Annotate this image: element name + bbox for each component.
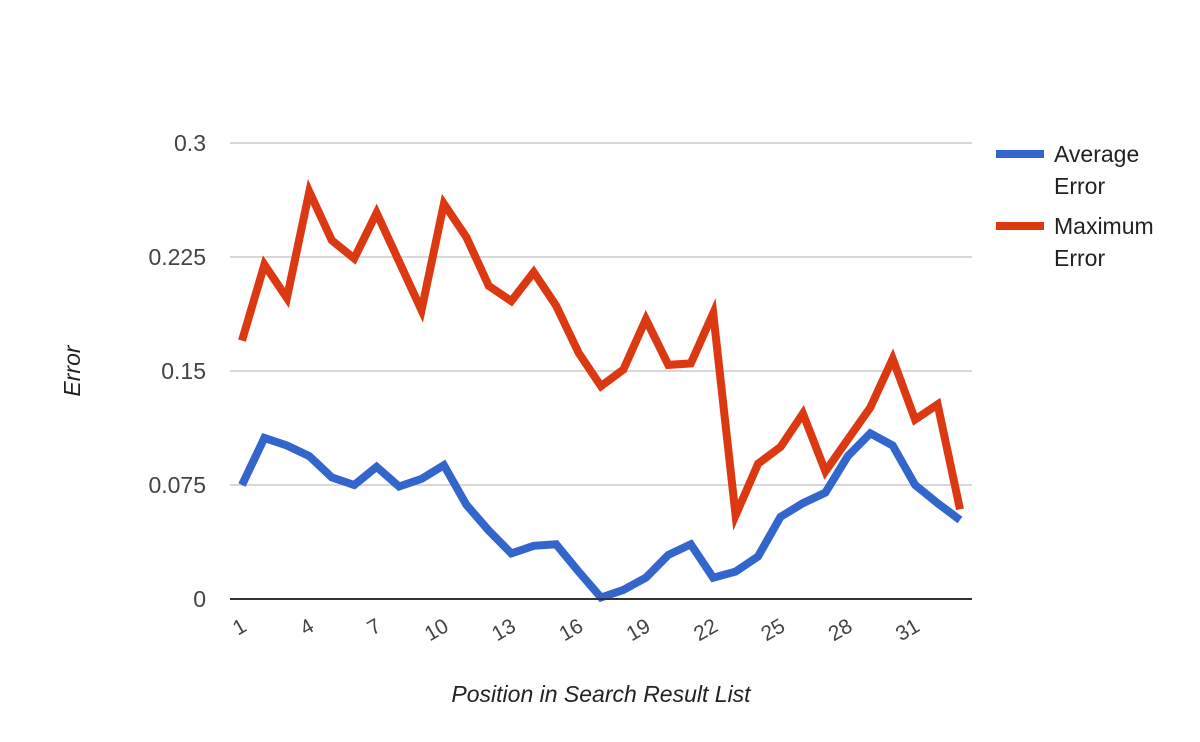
series-line-maximum: [238, 178, 964, 531]
x-tick-label: 13: [488, 614, 520, 646]
grid-lines: [230, 142, 972, 486]
x-tick-label: 10: [421, 614, 453, 646]
y-axis-ticks: 0 0.075 0.15 0.225 0.3: [148, 130, 206, 612]
x-axis-title: Position in Search Result List: [451, 681, 752, 707]
series-line-average: [238, 428, 963, 603]
x-tick-label: 1: [229, 614, 251, 640]
x-tick-label: 4: [296, 614, 318, 640]
y-tick-label: 0.15: [161, 358, 206, 384]
legend-item-maximum-error: Maximum Error: [996, 210, 1196, 274]
x-tick-label: 31: [892, 614, 924, 646]
legend-label-average: Average Error: [1054, 141, 1140, 199]
y-tick-label: 0.225: [148, 244, 206, 270]
y-tick-label: 0.075: [148, 472, 206, 498]
y-tick-label: 0.3: [174, 130, 206, 156]
y-axis-title: Error: [59, 344, 85, 396]
series-lines: [238, 178, 964, 603]
x-tick-label: 16: [555, 614, 587, 646]
x-axis-ticks: 1 4 7 10 13 16 19 22 25 28 31: [229, 614, 924, 646]
legend-swatch-average: [996, 150, 1044, 158]
legend-label-maximum: Maximum Error: [1054, 213, 1154, 271]
x-tick-label: 22: [690, 614, 722, 646]
x-tick-label: 7: [364, 614, 386, 640]
x-tick-label: 19: [623, 614, 655, 646]
legend: Average Error Maximum Error: [996, 138, 1196, 282]
x-tick-label: 28: [825, 614, 857, 646]
legend-swatch-maximum: [996, 222, 1044, 230]
x-tick-label: 25: [757, 614, 789, 646]
legend-item-average-error: Average Error: [996, 138, 1196, 202]
y-tick-label: 0: [193, 586, 206, 612]
